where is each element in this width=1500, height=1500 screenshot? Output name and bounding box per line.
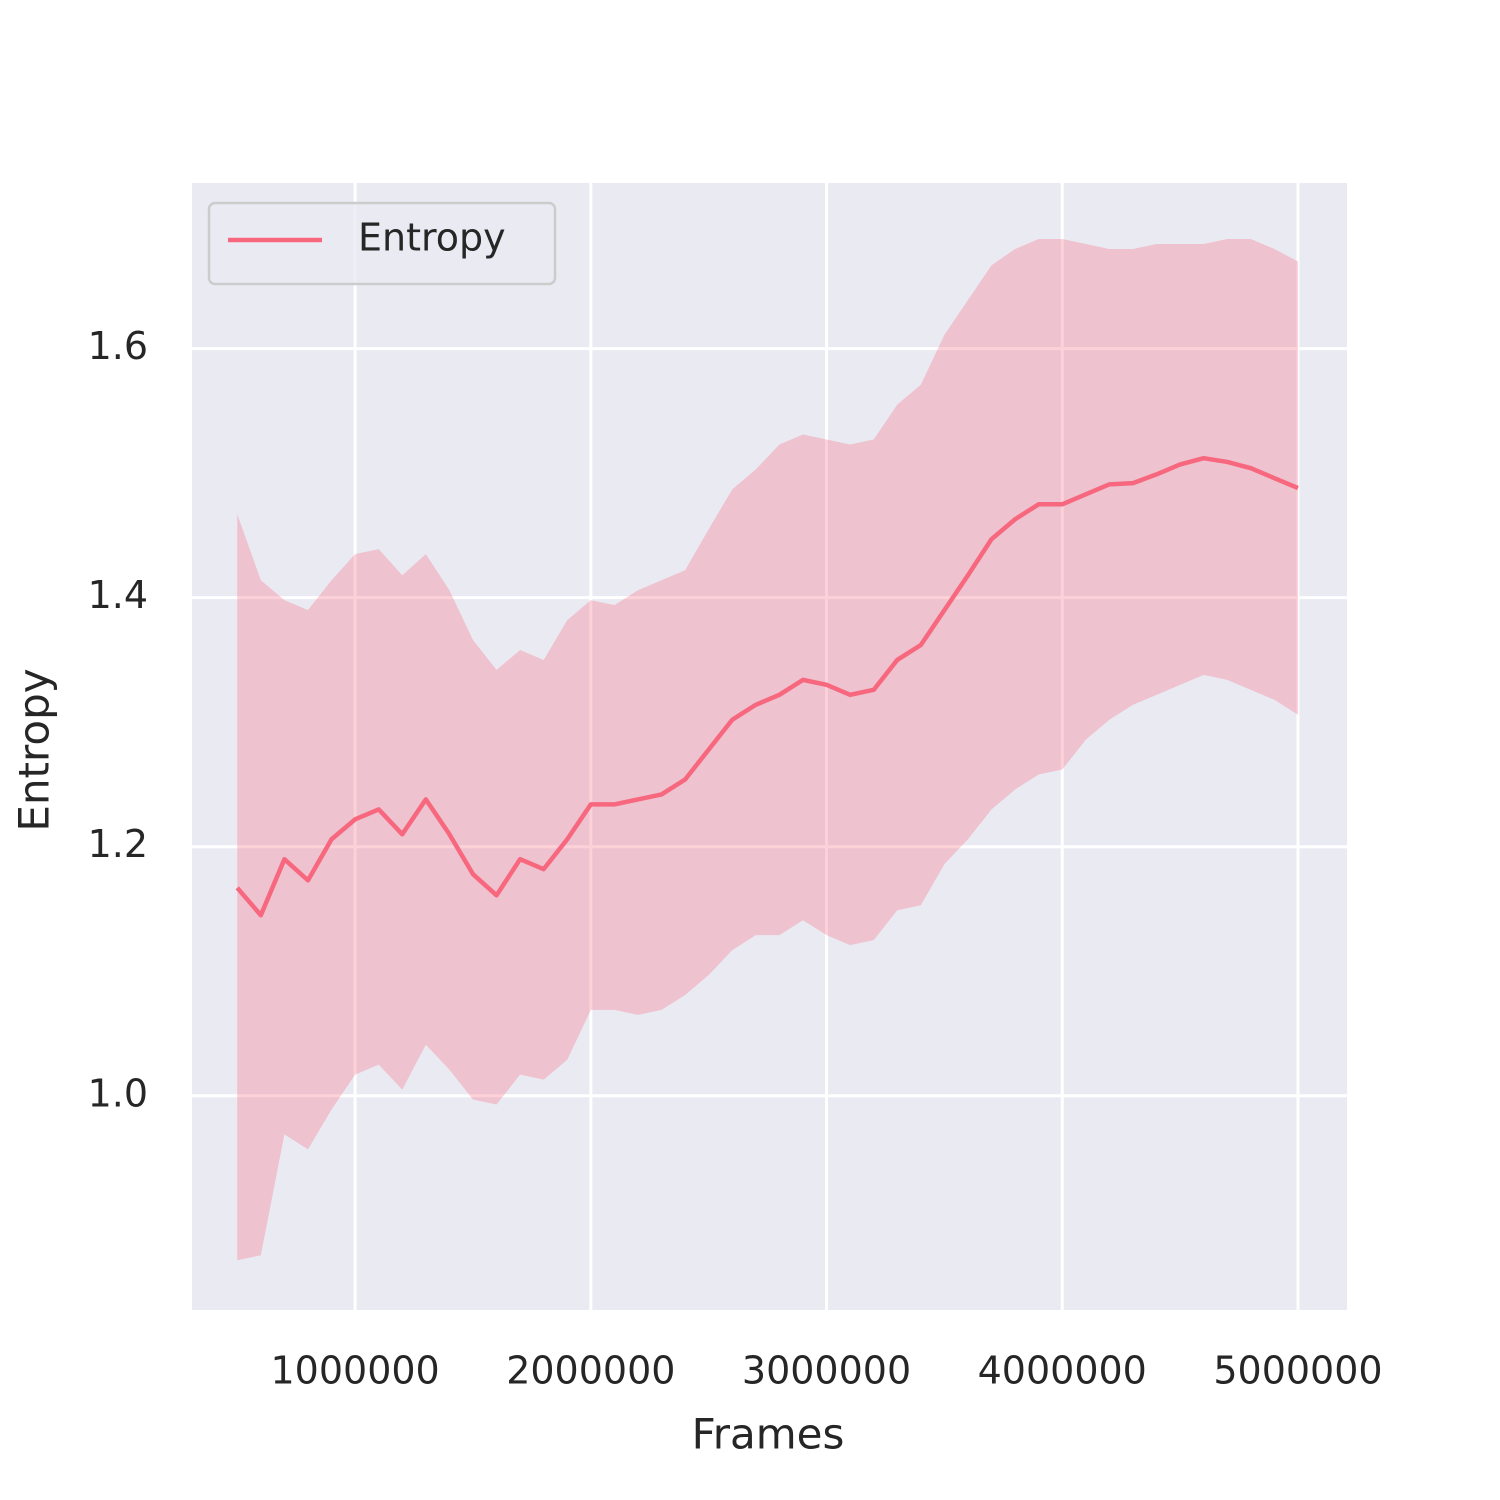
legend-box [207, 201, 557, 286]
legend-label: Entropy [358, 216, 506, 260]
y-tick-label: 1.4 [88, 573, 148, 617]
x-axis-label: Frames [692, 1410, 845, 1459]
x-tick-label: 3000000 [742, 1349, 911, 1393]
confidence-band [237, 239, 1298, 1261]
x-tick-label: 2000000 [506, 1349, 675, 1393]
y-axis-label: Entropy [10, 668, 59, 831]
line [235, 455, 1299, 918]
plot-area [192, 183, 1347, 1310]
y-tick-label: 1.2 [88, 822, 148, 866]
y-tick-label: 1.0 [88, 1071, 148, 1115]
x-tick-label: 5000000 [1213, 1349, 1382, 1393]
y-tick-label: 1.6 [88, 324, 148, 368]
x-tick-label: 4000000 [978, 1349, 1147, 1393]
x-tick-label: 1000000 [270, 1349, 439, 1393]
